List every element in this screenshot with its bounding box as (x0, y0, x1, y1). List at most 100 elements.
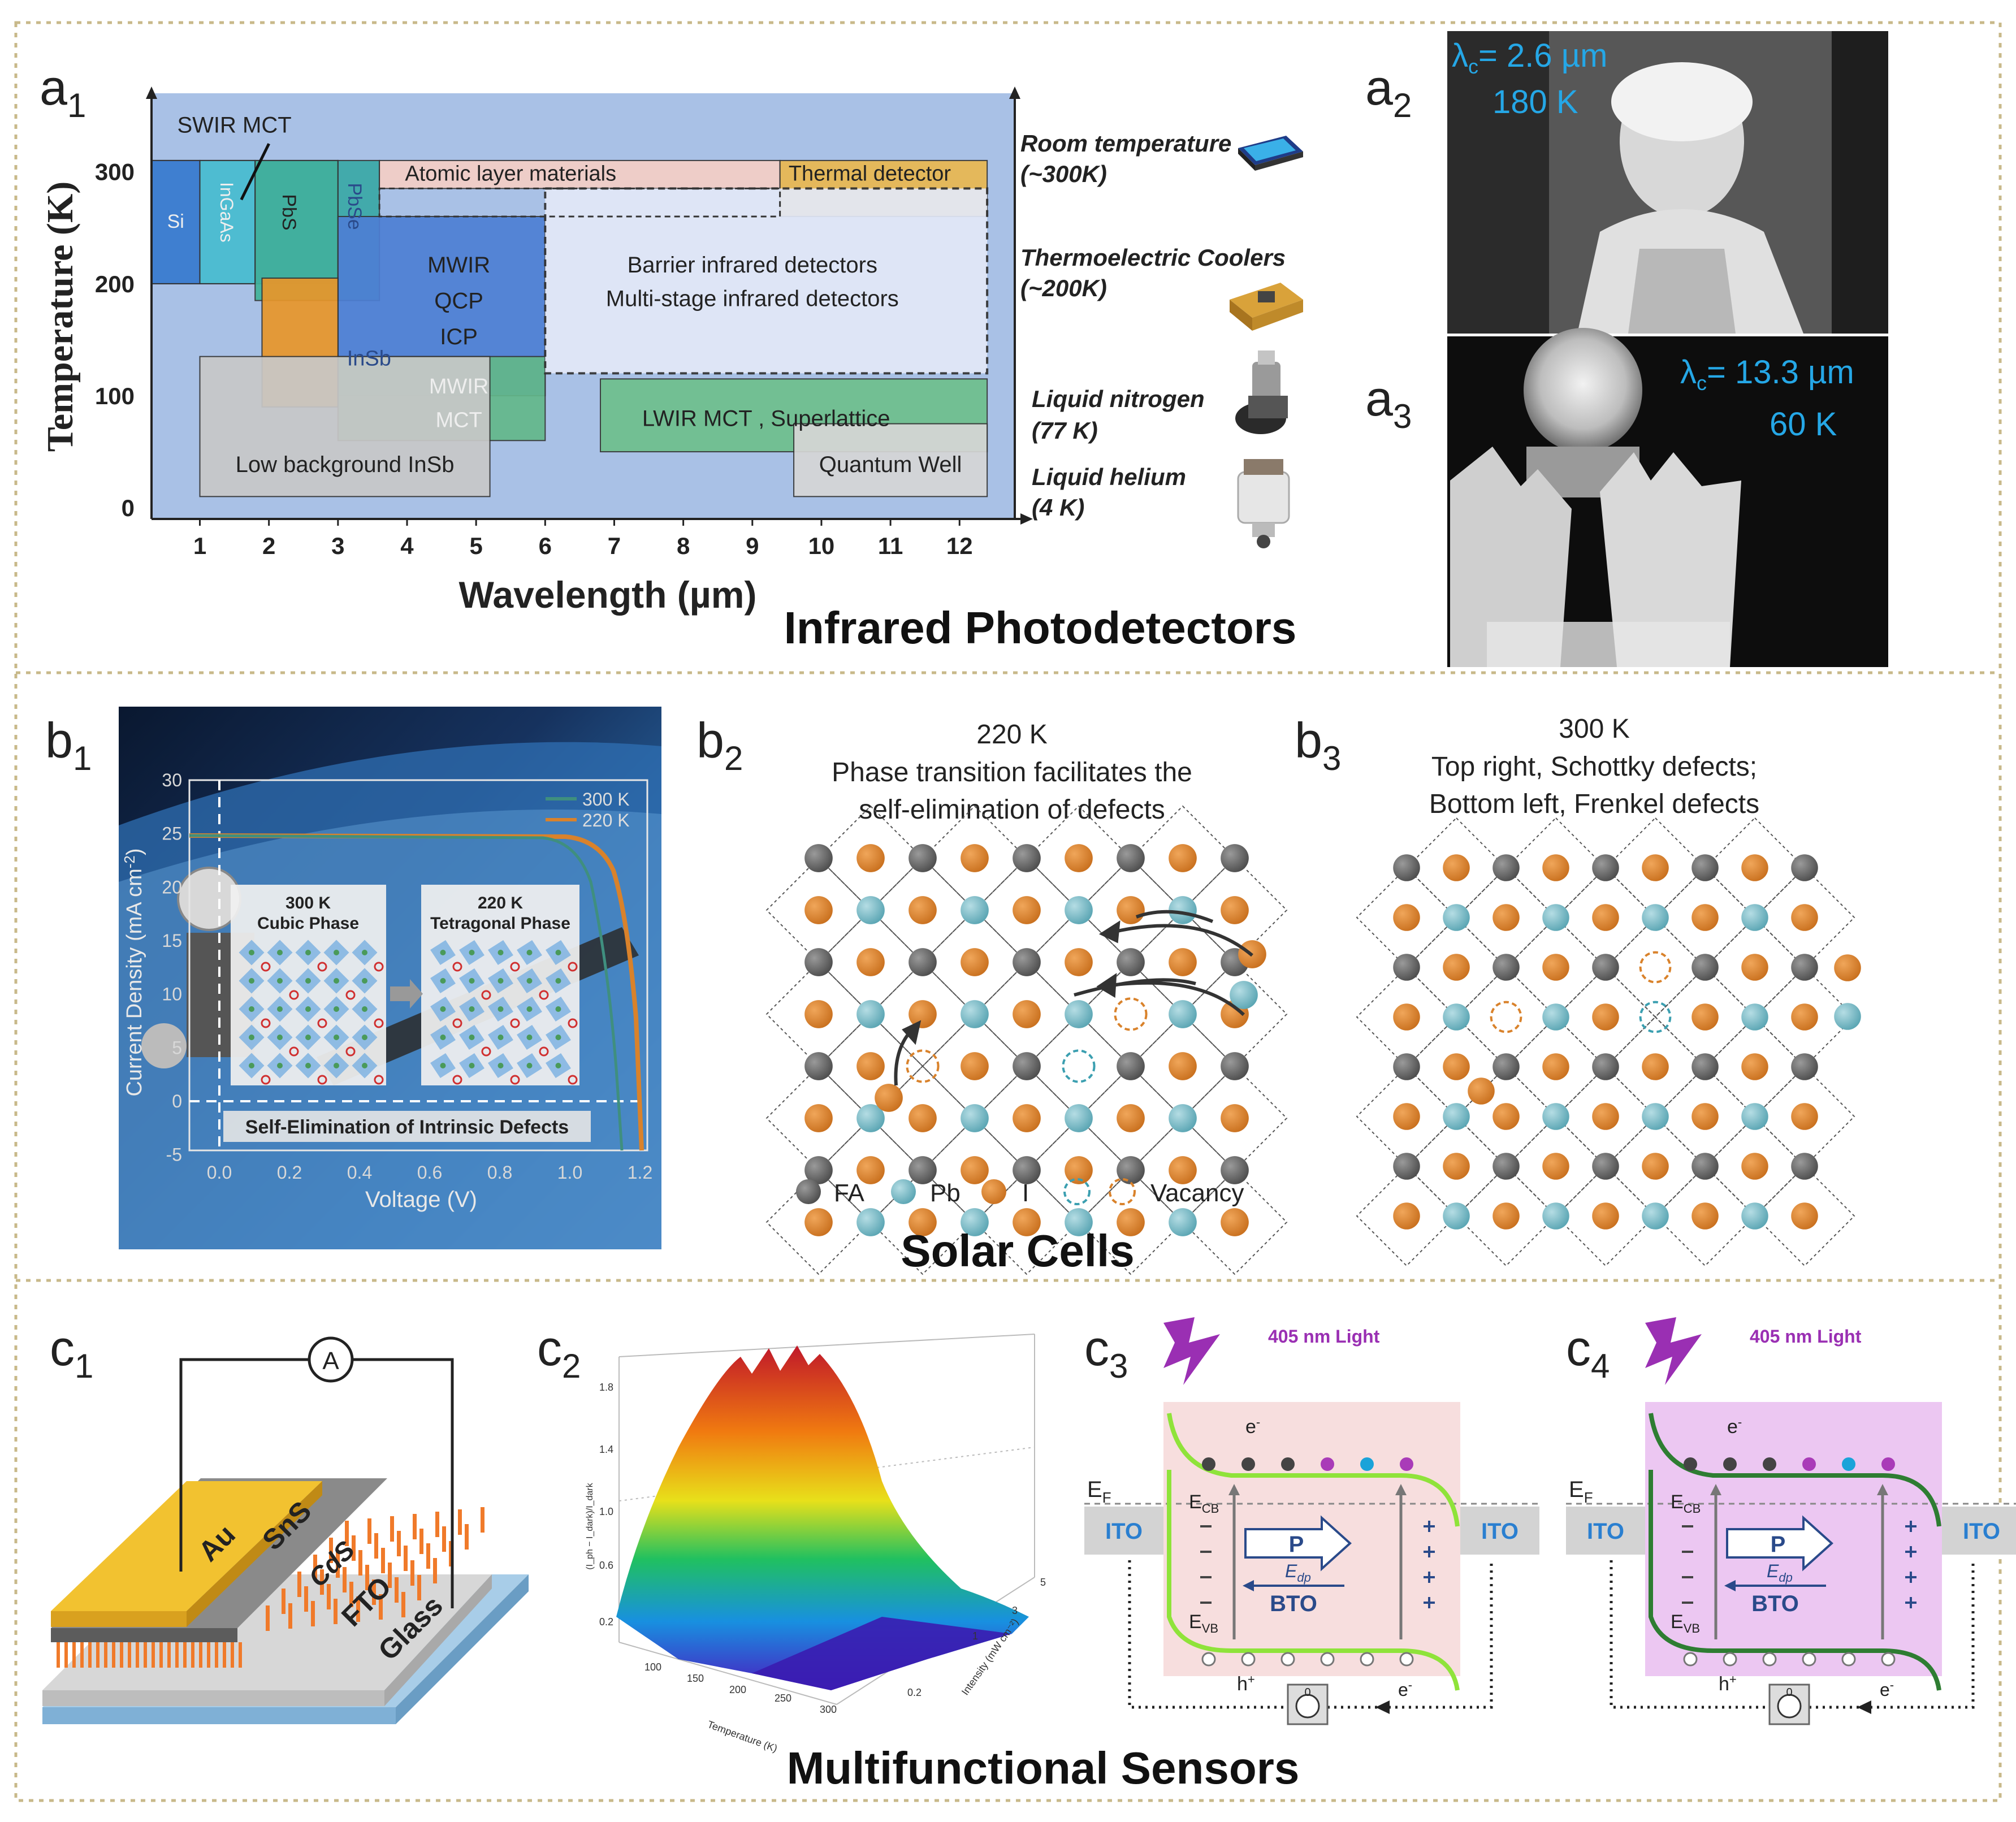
ef-label: EF (1569, 1477, 1593, 1506)
bond-diamond (1078, 1169, 1184, 1275)
a2-person-figure (1447, 31, 1888, 334)
nanorod (231, 1642, 234, 1668)
section-c-title: Multifunctional Sensors (787, 1743, 1300, 1793)
nanorod (313, 1555, 317, 1580)
nanorod (199, 1642, 202, 1668)
fa-cation (289, 1046, 299, 1057)
a1-xtick-label: 1 (193, 533, 206, 559)
i-atom (1443, 854, 1470, 881)
nanorod (239, 1642, 242, 1668)
vacancy (1639, 951, 1672, 984)
nanorod (112, 1642, 115, 1668)
conduction-band-curve (1167, 1413, 1460, 1527)
nanorod (343, 1567, 347, 1592)
nanorod (388, 1563, 392, 1588)
bond-diamond (1654, 1066, 1756, 1167)
i-atom (804, 1208, 833, 1236)
fa-atom (1393, 954, 1420, 981)
fa-atom (1117, 1052, 1145, 1080)
hole (1802, 1652, 1816, 1667)
i-atom (1592, 1202, 1619, 1230)
label-barrier: Barrier infrared detectors (628, 253, 877, 278)
a1-xtick-label: 5 (469, 533, 482, 559)
a1-right-axis-arrow (1009, 86, 1020, 99)
fa-atom (1221, 844, 1249, 872)
fa-atom (1393, 854, 1420, 881)
cooling-te-temp: (~200K) (1020, 275, 1107, 301)
cubic-phase-subtitle: Cubic Phase (257, 914, 359, 933)
nanorod (159, 1642, 163, 1668)
transition-arrowhead (1228, 1484, 1240, 1495)
a2-temperature: 180 K (1492, 84, 1578, 120)
bond-diamond (1405, 1115, 1507, 1217)
vacancy (906, 1049, 940, 1083)
nanorod (88, 1642, 92, 1668)
b2-caption-line3: self-elimination of defects (859, 795, 1165, 825)
i-atom (1542, 854, 1569, 881)
region-si (151, 159, 201, 284)
ito-left-pad (1566, 1507, 1645, 1555)
pb-atom (1642, 1103, 1669, 1130)
fa-atom (1013, 844, 1041, 872)
pb-atom (277, 950, 283, 955)
electron (1400, 1457, 1413, 1471)
label-insb: InSb (347, 347, 391, 371)
a1-y-axis-label: Temperature (K) (40, 181, 81, 452)
fa-cation (568, 1075, 578, 1085)
cooling-ln2-temp: (77 K) (1032, 417, 1098, 444)
pb-atom (469, 1035, 475, 1040)
ammeter-zero-label: 0 (1786, 1686, 1792, 1699)
i-atom (1592, 1103, 1619, 1130)
bond-diamond (1078, 961, 1184, 1067)
b1-xtick-label: 0.6 (417, 1162, 442, 1183)
c2-z-axis-label: (I_ph − I_dark)/I_dark (585, 1482, 595, 1569)
label-mwir-mct-b: MCT (435, 409, 482, 432)
pb-atom (526, 1063, 533, 1068)
phase-arrow (390, 979, 423, 1009)
nanorod (410, 1560, 414, 1586)
bond-diamond (974, 1169, 1080, 1275)
circuit-electron-label: e- (1880, 1678, 1894, 1700)
cds-nanorods (57, 1507, 484, 1668)
fa-atom (1117, 844, 1145, 872)
pb-atom (440, 1035, 446, 1040)
bond-diamond (1604, 1016, 1706, 1118)
fa-atom (1791, 954, 1818, 981)
bond-diamond (1704, 1016, 1806, 1118)
c2-xtick-label: 300 (820, 1704, 837, 1715)
pb-atom (1443, 1202, 1470, 1230)
i-atom (1443, 954, 1470, 981)
ito-left-label: ITO (1105, 1519, 1143, 1544)
ito-left-pad (1084, 1507, 1163, 1555)
hole (1280, 1652, 1295, 1667)
cubic-phase-title: 300 K (285, 894, 331, 912)
b1-xtick-label: 0.8 (487, 1162, 512, 1183)
i-atom (804, 896, 833, 924)
pb-atom (249, 978, 254, 984)
b2-migration-arrows (894, 910, 1253, 1086)
fa-atom (1393, 1153, 1420, 1180)
i-atom (856, 1156, 885, 1184)
b1-jv-plot: 0.0 0.2 0.4 0.6 0.8 1.0 1.2 -5 0 5 10 15 20 25 30 300 … (121, 770, 652, 1212)
pb-atom (1443, 1103, 1470, 1130)
i-atom (1791, 1103, 1818, 1130)
tec-cooler-icon (1230, 283, 1303, 331)
nanorod (104, 1642, 107, 1668)
i-atom (1642, 854, 1669, 881)
light-label: 405 nm Light (1750, 1326, 1862, 1347)
pb-atom (277, 1063, 283, 1068)
panel-label-c2: c2 (537, 1320, 581, 1385)
c2-ztick-label: 1.0 (599, 1506, 613, 1517)
c2-ztick-label: 1.4 (599, 1444, 613, 1455)
b1-xtick-label: 1.0 (557, 1162, 582, 1183)
pb-atom (1169, 1208, 1197, 1236)
fa-cation (261, 962, 271, 972)
pb-atom (469, 1006, 475, 1012)
nanorod (167, 1642, 171, 1668)
c2-ztick-label: 1.8 (599, 1382, 613, 1393)
a3-cutoff-wavelength: λc= 13.3 µm (1680, 354, 1854, 395)
bond-diamond (1455, 966, 1557, 1068)
label-ingaas: InGaAs (217, 182, 237, 243)
fa-cation (539, 1046, 549, 1057)
